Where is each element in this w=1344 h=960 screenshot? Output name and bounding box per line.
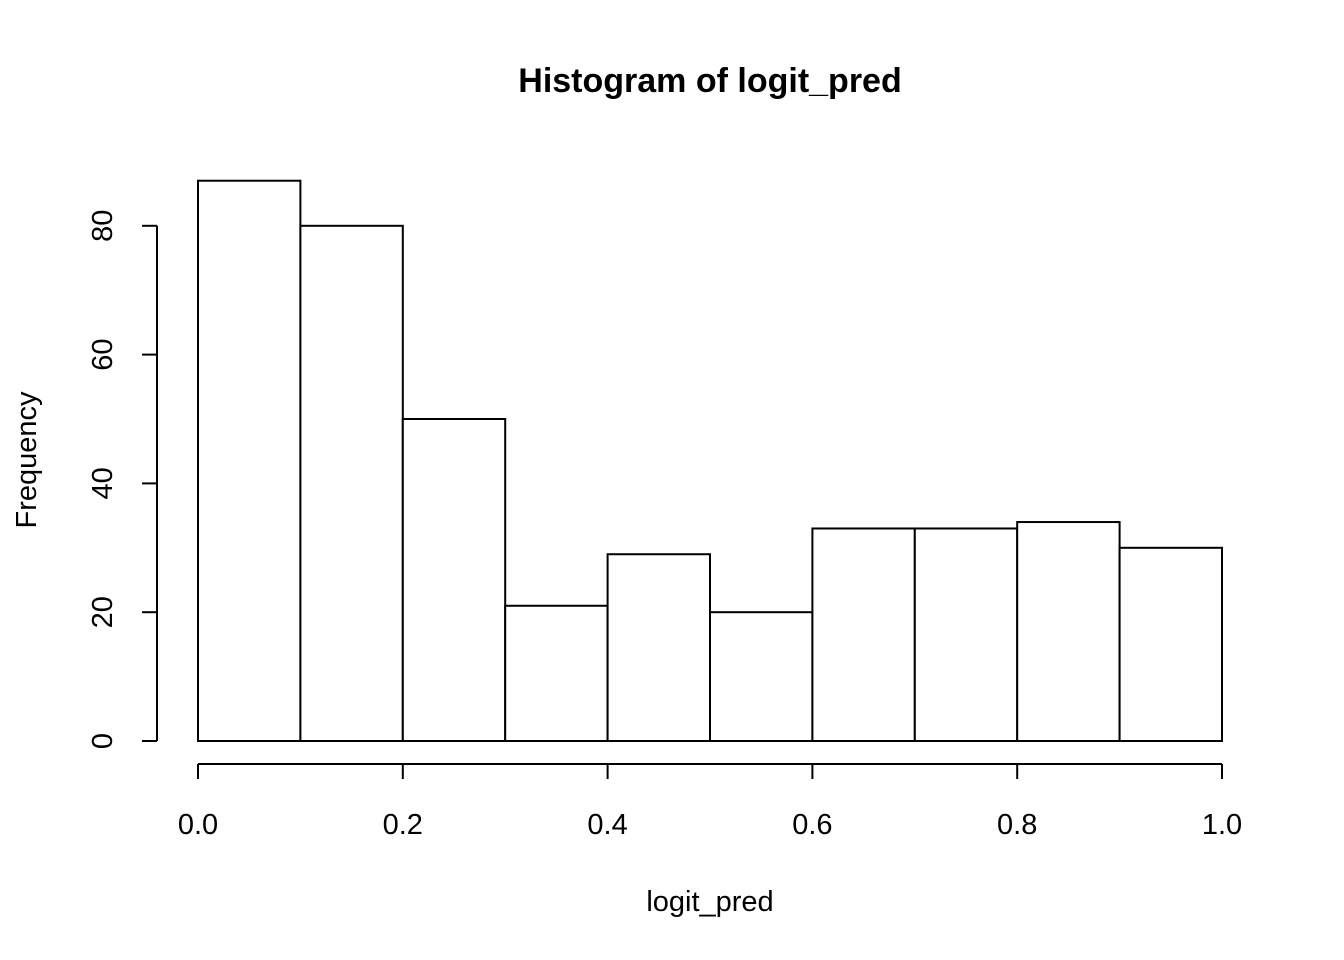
x-tick-label-5: 1.0 <box>1202 809 1242 841</box>
x-tick-label-0: 0.0 <box>178 809 218 841</box>
x-tick-label-4: 0.8 <box>997 809 1037 841</box>
x-tick-label-3: 0.6 <box>792 809 832 841</box>
y-tick-label-3: 60 <box>87 338 119 370</box>
histogram-bar-1 <box>299 224 404 743</box>
x-tick-label-1: 0.2 <box>383 809 423 841</box>
histogram-bar-0 <box>197 179 302 743</box>
y-axis-label: Frequency <box>11 391 43 529</box>
x-axis-label: logit_pred <box>646 886 773 918</box>
y-tick-label-0: 0 <box>87 733 119 749</box>
histogram-bar-2 <box>401 418 507 742</box>
y-tick-label-1: 20 <box>87 596 119 628</box>
histogram-bar-3 <box>504 604 609 743</box>
y-axis: 0 20 40 60 80 <box>87 210 158 749</box>
x-tick-label-2: 0.4 <box>587 809 627 841</box>
histogram-bar-8 <box>1016 521 1121 742</box>
histogram-bar-4 <box>606 553 711 742</box>
histogram-bar-9 <box>1118 546 1223 742</box>
x-axis: 0.0 0.2 0.4 0.6 0.8 1.0 <box>178 763 1242 841</box>
bars-group <box>197 179 1223 743</box>
y-tick-label-4: 80 <box>87 210 119 242</box>
y-tick-label-2: 40 <box>87 467 119 499</box>
histogram-bar-5 <box>709 611 814 743</box>
histogram-bar-7 <box>913 527 1019 742</box>
histogram-bar-6 <box>811 527 916 742</box>
chart-title: Histogram of logit_pred <box>518 62 901 100</box>
